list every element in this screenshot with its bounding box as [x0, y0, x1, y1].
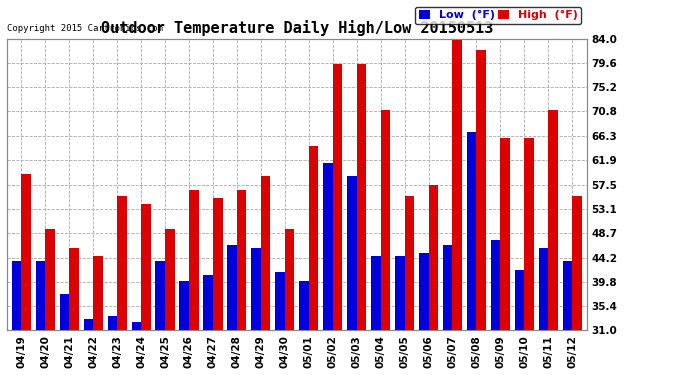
Bar	[549, 110, 558, 330]
Bar	[46, 228, 55, 330]
Bar	[21, 174, 31, 330]
Bar	[419, 253, 428, 330]
Bar	[477, 50, 486, 330]
Bar	[467, 132, 477, 330]
Bar	[83, 319, 93, 330]
Bar	[237, 190, 246, 330]
Bar	[453, 39, 462, 330]
Bar	[333, 64, 342, 330]
Legend: Low  (°F), High  (°F): Low (°F), High (°F)	[415, 7, 581, 24]
Bar	[395, 256, 404, 330]
Bar	[285, 228, 295, 330]
Bar	[381, 110, 391, 330]
Bar	[308, 146, 318, 330]
Bar	[572, 195, 582, 330]
Bar	[491, 240, 500, 330]
Bar	[371, 256, 381, 330]
Bar	[117, 195, 127, 330]
Bar	[189, 190, 199, 330]
Bar	[428, 184, 438, 330]
Bar	[227, 245, 237, 330]
Bar	[323, 163, 333, 330]
Bar	[251, 248, 261, 330]
Bar	[539, 248, 549, 330]
Bar	[500, 138, 510, 330]
Bar	[562, 261, 572, 330]
Bar	[299, 281, 308, 330]
Bar	[179, 281, 189, 330]
Bar	[141, 204, 150, 330]
Title: Outdoor Temperature Daily High/Low 20150513: Outdoor Temperature Daily High/Low 20150…	[101, 20, 493, 36]
Bar	[443, 245, 453, 330]
Bar	[165, 228, 175, 330]
Bar	[524, 138, 534, 330]
Bar	[59, 294, 69, 330]
Bar	[36, 261, 46, 330]
Bar	[275, 273, 285, 330]
Bar	[155, 261, 165, 330]
Bar	[261, 176, 270, 330]
Bar	[132, 322, 141, 330]
Bar	[69, 248, 79, 330]
Bar	[404, 195, 414, 330]
Bar	[357, 64, 366, 330]
Bar	[515, 270, 524, 330]
Bar	[108, 316, 117, 330]
Bar	[93, 256, 103, 330]
Bar	[12, 261, 21, 330]
Bar	[204, 275, 213, 330]
Text: Copyright 2015 Cartronics.com: Copyright 2015 Cartronics.com	[7, 24, 163, 33]
Bar	[347, 176, 357, 330]
Bar	[213, 198, 223, 330]
